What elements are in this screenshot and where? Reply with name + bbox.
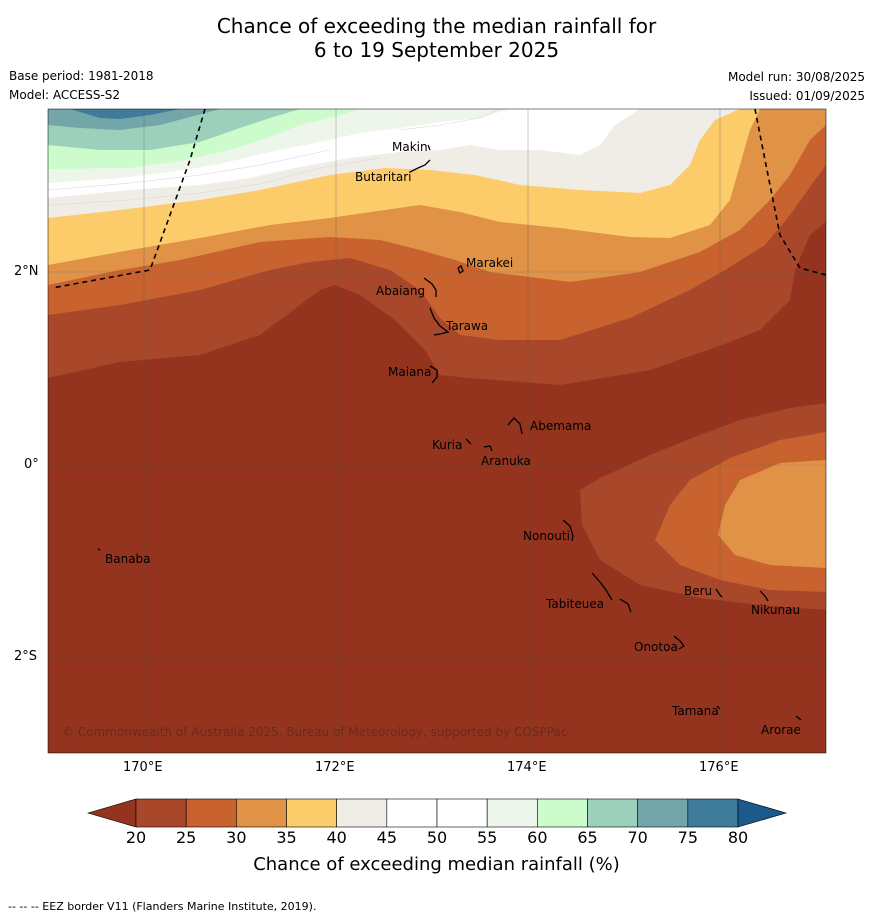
colorbar-tick-label: 45 (376, 828, 397, 847)
lon-label-176e: 176°E (699, 760, 739, 775)
label-tabiteuea: Tabiteuea (545, 597, 604, 611)
colorbar-cell (236, 798, 287, 828)
label-arorae: Arorae (761, 723, 801, 737)
label-makin: Makin (392, 140, 428, 154)
map-title-line1: Chance of exceeding the median rainfall … (216, 14, 657, 38)
maiana-island (429, 365, 438, 384)
onotoa-island (673, 635, 685, 650)
lon-label-174e: 174°E (507, 760, 547, 775)
colorbar-cell (687, 798, 739, 828)
label-onotoa: Onotoa (634, 640, 678, 654)
issued-label: Issued: 01/09/2025 (749, 89, 865, 103)
place-labels: Makin Butaritari Marakei Abaiang Tarawa … (105, 140, 801, 737)
colorbar-cell (386, 798, 438, 828)
lat-label-0: 0° (24, 457, 39, 472)
nikunau-island (759, 590, 769, 602)
colorbar-tick-label: 25 (175, 828, 197, 847)
colorbar-tick-label: 35 (276, 828, 297, 847)
lat-label-2s: 2°S (14, 649, 38, 664)
colorbar-cell (336, 798, 388, 828)
contour-75-80 (70, 109, 180, 119)
beru-island (715, 588, 723, 598)
label-aranuka: Aranuka (481, 454, 531, 468)
label-kuria: Kuria (432, 438, 463, 452)
tabiteuea-island (591, 572, 632, 613)
colorbar-cell (587, 798, 638, 828)
map-frame (47, 108, 827, 754)
probability-contours (48, 109, 826, 753)
label-beru: Beru (684, 584, 712, 598)
kuria-island (465, 438, 472, 445)
colorbar (86, 798, 788, 828)
colorbar-cell (436, 798, 488, 828)
colorbar-label: Chance of exceeding median rainfall (%) (253, 854, 620, 875)
colorbar-tick-label: 55 (476, 828, 498, 847)
colorbar-cell (185, 798, 237, 828)
colorbar-tick-label: 75 (677, 828, 698, 847)
base-period-label: Base period: 1981-2018 (9, 69, 154, 83)
map-title-line2: 6 to 19 September 2025 (313, 38, 560, 62)
colorbar-tick-label: 50 (426, 828, 448, 847)
lon-label-170e: 170°E (123, 760, 163, 775)
model-label: Model: ACCESS-S2 (9, 88, 121, 102)
label-tamana: Tamana (671, 704, 719, 718)
colorbar-tick-label: 70 (627, 828, 648, 847)
colorbar-tick-label: 30 (226, 828, 247, 847)
label-banaba: Banaba (105, 552, 151, 566)
colorbar-tick-label: 60 (527, 828, 548, 847)
label-tarawa: Tarawa (445, 319, 488, 333)
island-outlines (97, 144, 802, 721)
label-nikunau: Nikunau (751, 603, 800, 617)
nonouti-island (562, 519, 574, 542)
colorbar-cell (637, 798, 689, 828)
marakei-island (457, 265, 464, 274)
colorbar-tick-label: 40 (326, 828, 347, 847)
eez-footnote: -- -- -- EEZ border V11 (Flanders Marine… (8, 900, 317, 913)
colorbar-cell (537, 798, 588, 828)
eez-border-west (51, 109, 206, 289)
butaritari-island (409, 159, 431, 173)
abaiang-island (423, 277, 437, 297)
eez-border-east (754, 109, 826, 276)
colorbar-under-arrow (86, 798, 137, 828)
arorae-island (795, 715, 802, 721)
copyright-notice: © Commonwealth of Australia 2025, Bureau… (62, 725, 567, 739)
tarawa-island (429, 307, 450, 336)
colorbar-tick-label: 80 (727, 828, 749, 847)
colorbar-over-arrow (737, 798, 788, 828)
banaba-island (97, 548, 101, 551)
colorbar-tick-label: 20 (125, 828, 147, 847)
lat-label-2n: 2°N (14, 264, 39, 279)
abemama-island (507, 417, 523, 435)
label-abaiang: Abaiang (376, 284, 425, 298)
tamana-island (716, 705, 721, 710)
contour-se-35-40 (718, 460, 826, 568)
label-marakei: Marakei (466, 256, 513, 270)
grid-lines (48, 109, 826, 753)
colorbar-tick-label: 65 (577, 828, 598, 847)
label-maiana: Maiana (388, 365, 431, 379)
aranuka-island (483, 445, 493, 452)
makin-island (427, 144, 431, 151)
colorbar-cell (286, 798, 337, 828)
lon-label-172e: 172°E (315, 760, 355, 775)
label-nonouti: Nonouti (523, 529, 570, 543)
label-abemama: Abemama (530, 419, 591, 433)
colorbar-cell (135, 798, 187, 828)
model-run-label: Model run: 30/08/2025 (727, 70, 865, 84)
colorbar-cell (486, 798, 538, 828)
label-butaritari: Butaritari (355, 170, 412, 184)
